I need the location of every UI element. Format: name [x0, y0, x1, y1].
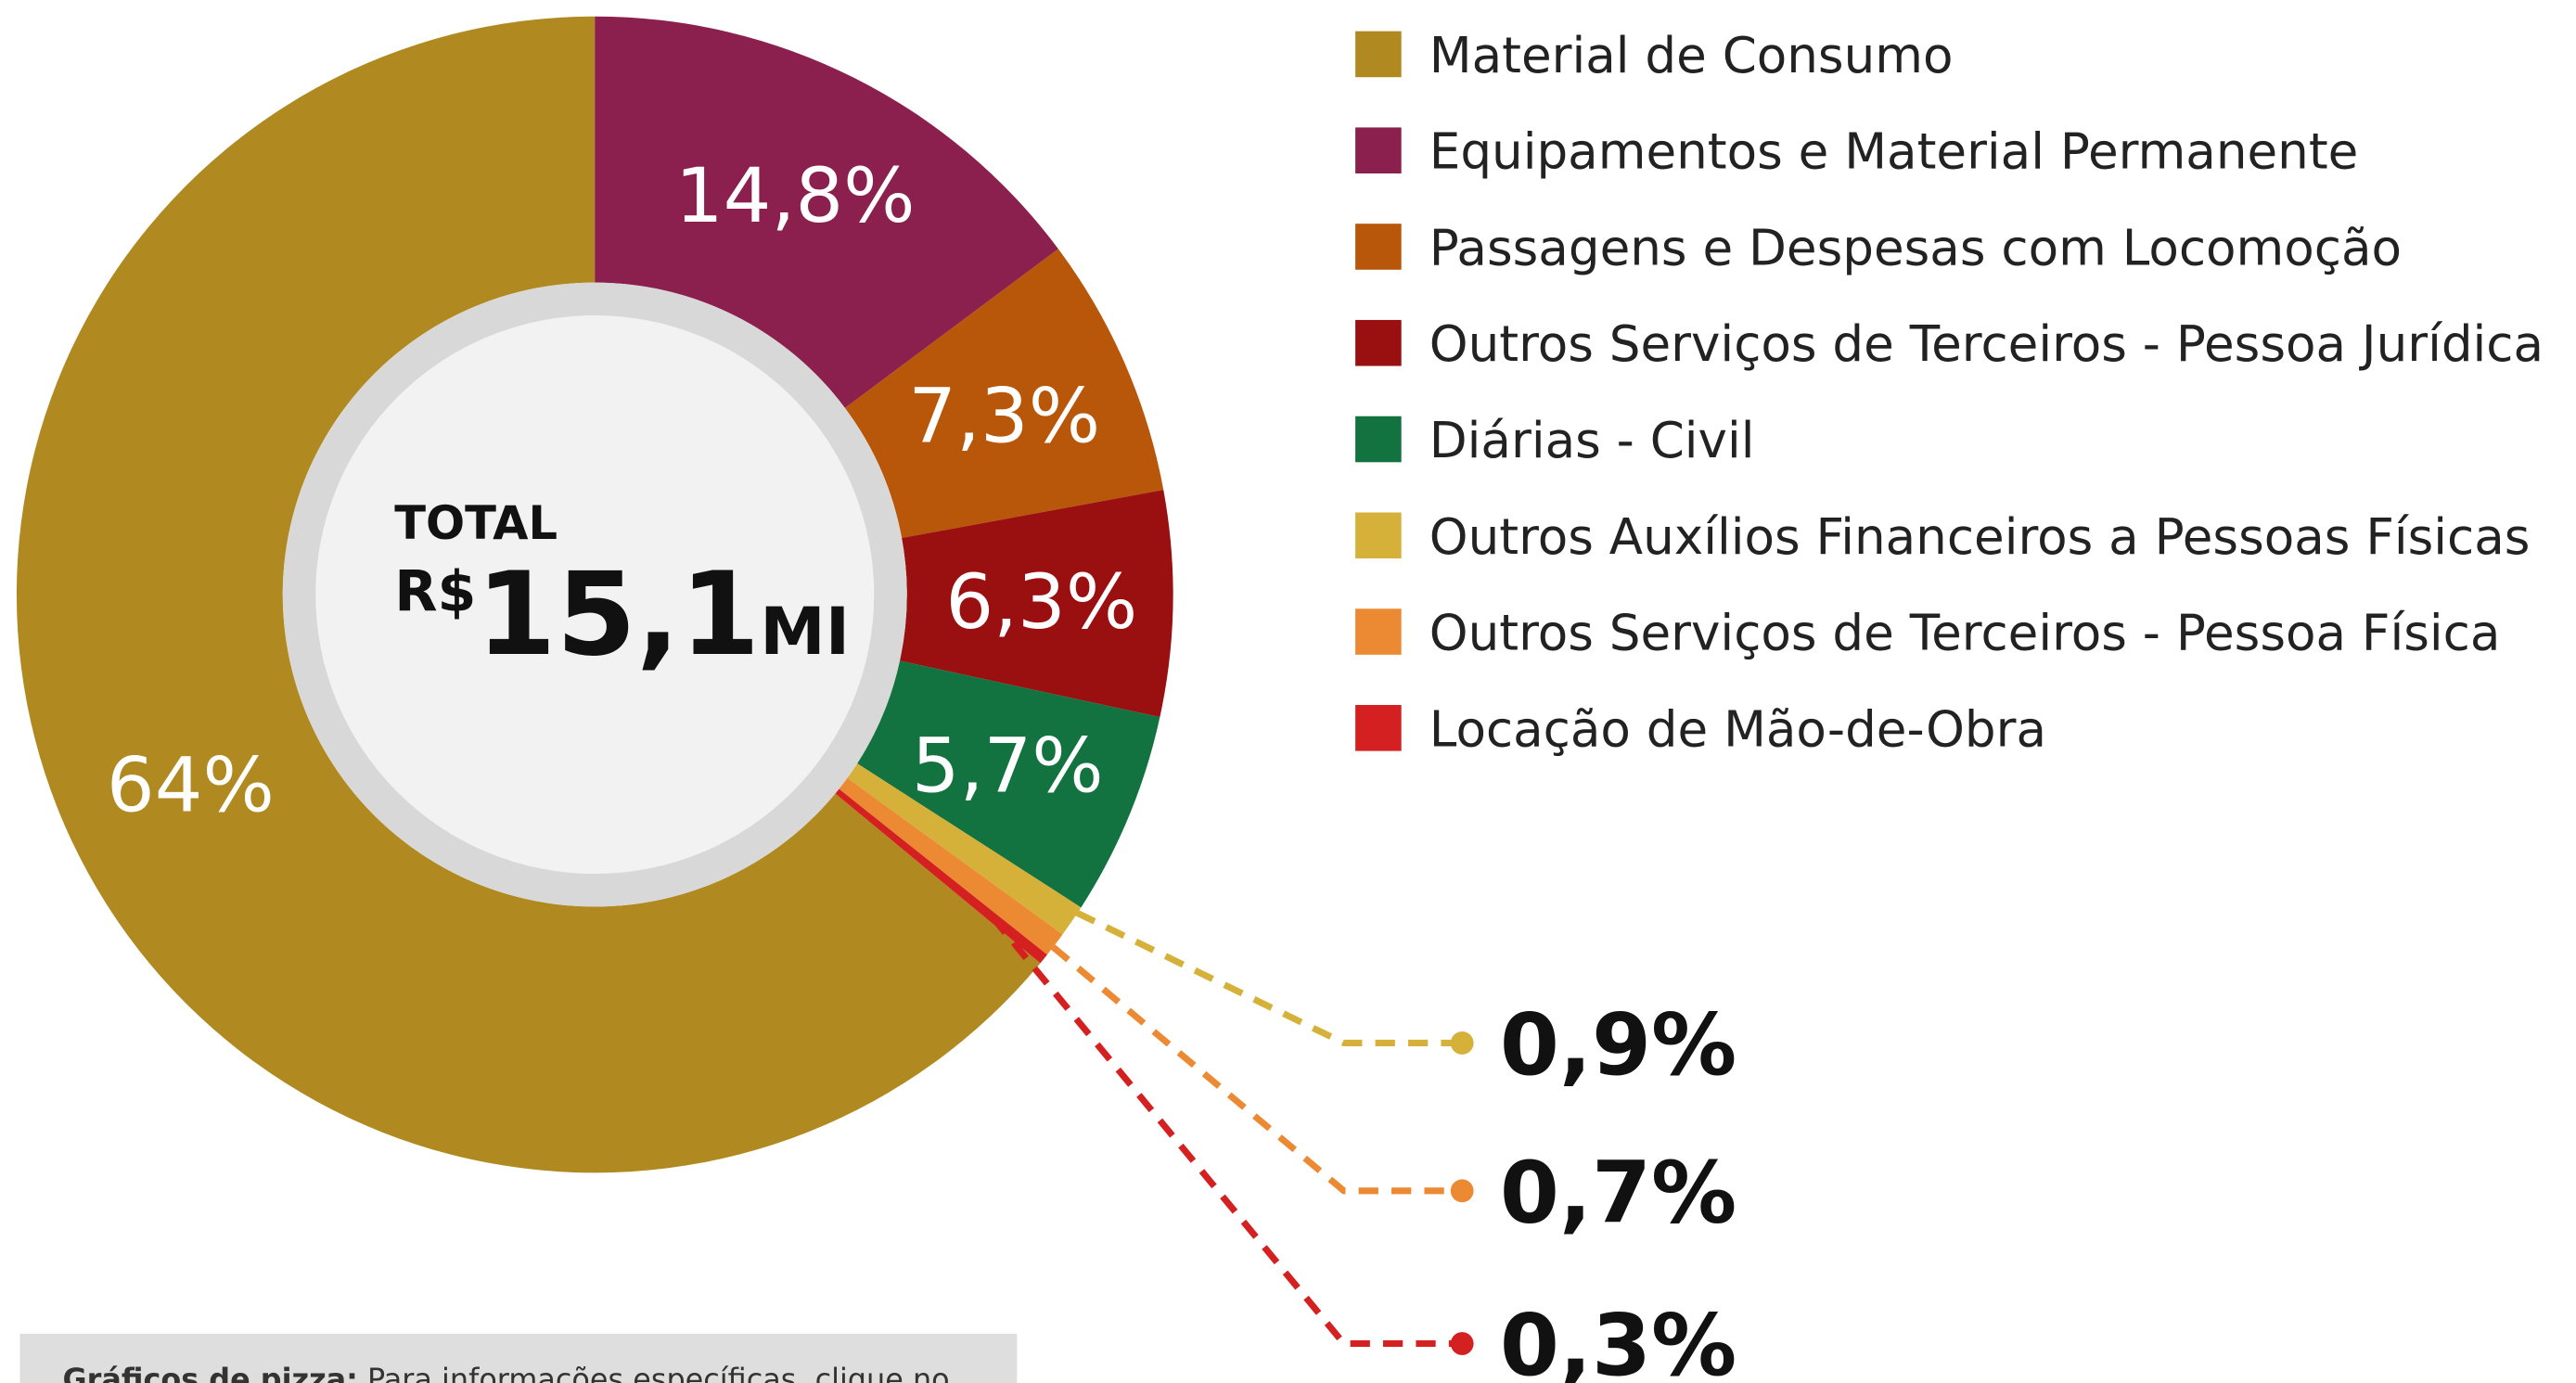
legend-label: Passagens e Despesas com Locomoção: [1429, 219, 2402, 276]
donut-slice: [595, 16, 1058, 408]
legend-label: Material de Consumo: [1429, 27, 1954, 84]
legend-swatch: [1355, 127, 1402, 173]
legend-swatch: [1355, 224, 1402, 270]
legend-swatch: [1355, 512, 1402, 559]
legend-label: Outros Serviços de Terceiros - Pessoa Fí…: [1429, 605, 2501, 662]
slice-label: 7,3%: [908, 373, 1100, 461]
callout-dot: [1450, 1179, 1474, 1203]
unit: MI: [760, 593, 850, 670]
callout-dot: [1450, 1031, 1474, 1055]
note-text: Para informações específicas, clique no: [367, 1362, 950, 1383]
donut-slice: [16, 16, 1041, 1173]
callout-label: 0,3%: [1500, 1296, 1737, 1383]
legend-swatch: [1355, 608, 1402, 655]
donut-slice: [847, 763, 1082, 935]
callout-dot: [1450, 1332, 1474, 1355]
slice-label: 6,3%: [945, 558, 1137, 647]
legend-swatch: [1355, 705, 1402, 751]
legend-label: Diárias - Civil: [1429, 412, 1755, 469]
legend-label: Outros Serviços de Terceiros - Pessoa Ju…: [1429, 315, 2544, 373]
note: Gráficos de pizza: Para informações espe…: [62, 1362, 949, 1383]
legend-swatch: [1355, 31, 1402, 78]
legend-swatch: [1355, 416, 1402, 463]
legend-label: Outros Auxílios Financeiros a Pessoas Fí…: [1429, 508, 2531, 566]
center-disc: [315, 314, 875, 875]
legend-label: Locação de Mão-de-Obra: [1429, 700, 2046, 758]
callout-label: 0,9%: [1500, 995, 1737, 1095]
currency: R$: [394, 560, 476, 625]
note-box: [19, 1333, 1018, 1383]
callout-line: [1016, 880, 1463, 1046]
callout-label: 0,7%: [1500, 1143, 1737, 1242]
slice-label: 64%: [107, 741, 275, 829]
legend-swatch: [1355, 319, 1402, 366]
callout-line: [990, 915, 1463, 1348]
center-label: TOTAL: [394, 496, 557, 550]
donut-slice: [844, 249, 1164, 539]
slice-label: 5,7%: [912, 723, 1104, 811]
note-title: Gráficos de pizza:: [62, 1362, 357, 1383]
donut-slice: [857, 660, 1160, 908]
callout-line: [1000, 902, 1463, 1195]
legend-label: Equipamentos e Material Permanente: [1429, 123, 2359, 181]
slice-label: 14,8%: [675, 152, 916, 240]
amount: 15,1: [476, 548, 760, 682]
donut-slice: [900, 490, 1173, 718]
center-total: R$15,1MI: [394, 548, 850, 682]
